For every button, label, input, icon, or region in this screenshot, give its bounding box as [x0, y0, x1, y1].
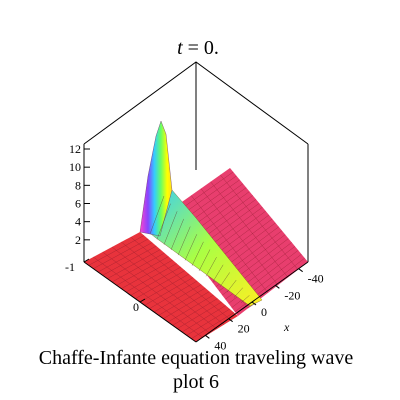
- left-tick-label: -1: [65, 260, 75, 274]
- grid-line: [130, 266, 181, 296]
- left-tick-label: 0: [133, 300, 139, 314]
- x-tick-mark: [205, 334, 210, 339]
- wave-ridge-line: [233, 287, 244, 298]
- grid-line: [172, 298, 218, 326]
- grid-line: [121, 259, 173, 289]
- wave-ridge-line: [177, 226, 191, 256]
- z-tick-label: 8: [75, 178, 81, 192]
- wave-ridge-line: [163, 211, 178, 245]
- x-axis-label: x: [283, 320, 290, 334]
- grid-line: [186, 308, 230, 336]
- x-axis-ticks: -40 -20 0 20 40: [205, 268, 324, 352]
- grid-line: [149, 280, 198, 309]
- x-tick-label: -40: [308, 272, 324, 286]
- z-tick-label: 12: [69, 142, 81, 156]
- grid-line: [97, 242, 153, 273]
- bounding-box: [83, 61, 309, 262]
- wave-peak: [139, 120, 173, 237]
- wave-ridge-line: [156, 203, 171, 240]
- wave-ridge-line: [240, 295, 250, 303]
- grid-line: [107, 249, 161, 279]
- wave-ridge-line: [212, 264, 224, 282]
- front-plane-grid: [88, 235, 235, 339]
- grid-line: [153, 284, 202, 313]
- z-axis-ticks: 2 4 6 8 10 12: [69, 142, 90, 247]
- wave-ridge-line: [149, 195, 165, 235]
- z-tick-label: 10: [69, 160, 81, 174]
- wave-ridge-line: [184, 234, 198, 261]
- grid-line: [111, 252, 165, 283]
- grid-line: [88, 235, 145, 266]
- x-tick-label: 0: [261, 305, 267, 319]
- z-tick-label: 4: [75, 215, 81, 229]
- left-tick-mark: [83, 258, 90, 263]
- grid-line: [139, 273, 190, 303]
- left-tick-mark: [139, 298, 146, 303]
- x-tick-label: 40: [214, 338, 226, 352]
- chart-title: t = 0.: [177, 37, 219, 59]
- grid-line: [191, 312, 235, 339]
- wave-ridge-line: [191, 241, 204, 266]
- wave-ridge-line: [170, 218, 184, 250]
- title-rest: = 0.: [183, 37, 219, 59]
- z-tick-label: 2: [75, 233, 81, 247]
- x-tick-label: 20: [238, 322, 250, 336]
- grid-line: [116, 256, 169, 286]
- x-tick-label: -20: [284, 288, 300, 302]
- grid-line: [93, 238, 149, 269]
- grid-line: [102, 245, 157, 276]
- front-plane: [84, 232, 238, 342]
- wave-ridge-line: [205, 257, 217, 277]
- grid-line: [125, 263, 177, 293]
- caption-line-1: Chaffe-Infante equation traveling wave: [39, 347, 354, 369]
- wave-ridge-line: [219, 272, 230, 287]
- title-var: t: [177, 37, 183, 59]
- grid-line: [158, 287, 206, 316]
- x-tick-mark: [275, 284, 280, 289]
- x-tick-mark: [228, 318, 233, 323]
- grid-line: [177, 301, 222, 329]
- wave-ridge-line: [226, 279, 237, 293]
- grid-line: [144, 277, 194, 306]
- wave-ridges: [149, 195, 257, 309]
- grid-line: [163, 291, 210, 319]
- x-tick-mark: [251, 301, 257, 306]
- grid-line: [181, 305, 226, 333]
- wave-ridge-line: [198, 249, 211, 272]
- left-axis-ticks: -1 0: [65, 258, 146, 314]
- x-tick-mark: [298, 268, 303, 273]
- grid-line: [167, 294, 214, 323]
- z-tick-label: 6: [75, 197, 81, 211]
- caption-line-2: plot 6: [173, 371, 219, 393]
- grid-line: [135, 270, 186, 299]
